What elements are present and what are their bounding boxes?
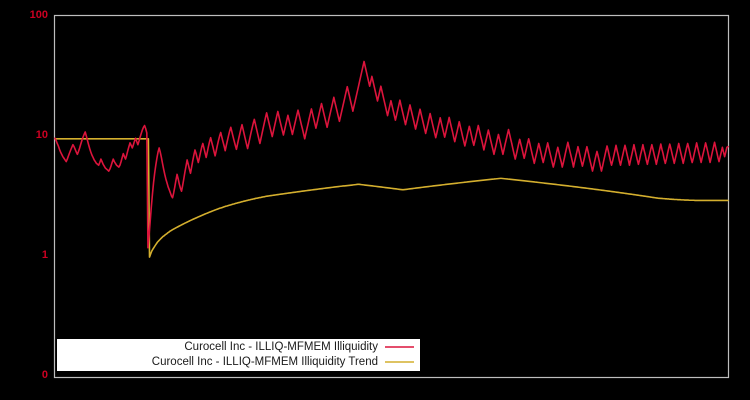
plot-frame — [53, 14, 730, 379]
y-tick-label-1: 1 — [42, 249, 48, 261]
y-tick-label-100: 100 — [30, 9, 48, 21]
legend-label-illiquidity-trend: Curocell Inc - ILLIQ-MFMEM Illiquidity T… — [152, 356, 378, 368]
legend-entry-illiquidity[interactable]: Curocell Inc - ILLIQ-MFMEM Illiquidity — [184, 341, 414, 353]
series-line-illiquidity-trend — [54, 137, 729, 258]
y-tick-label-10: 10 — [36, 129, 48, 141]
series-line-illiquidity — [54, 60, 729, 249]
series-layer — [54, 60, 729, 258]
legend-entry-illiquidity-trend[interactable]: Curocell Inc - ILLIQ-MFMEM Illiquidity T… — [152, 356, 414, 368]
y-tick-label-0: 0 — [42, 369, 48, 381]
legend-background — [57, 339, 420, 371]
legend-label-illiquidity: Curocell Inc - ILLIQ-MFMEM Illiquidity — [184, 341, 378, 353]
y-axis-tick-labels: 100 10 1 0 — [30, 9, 48, 381]
legend: Curocell Inc - ILLIQ-MFMEM Illiquidity C… — [57, 339, 420, 371]
